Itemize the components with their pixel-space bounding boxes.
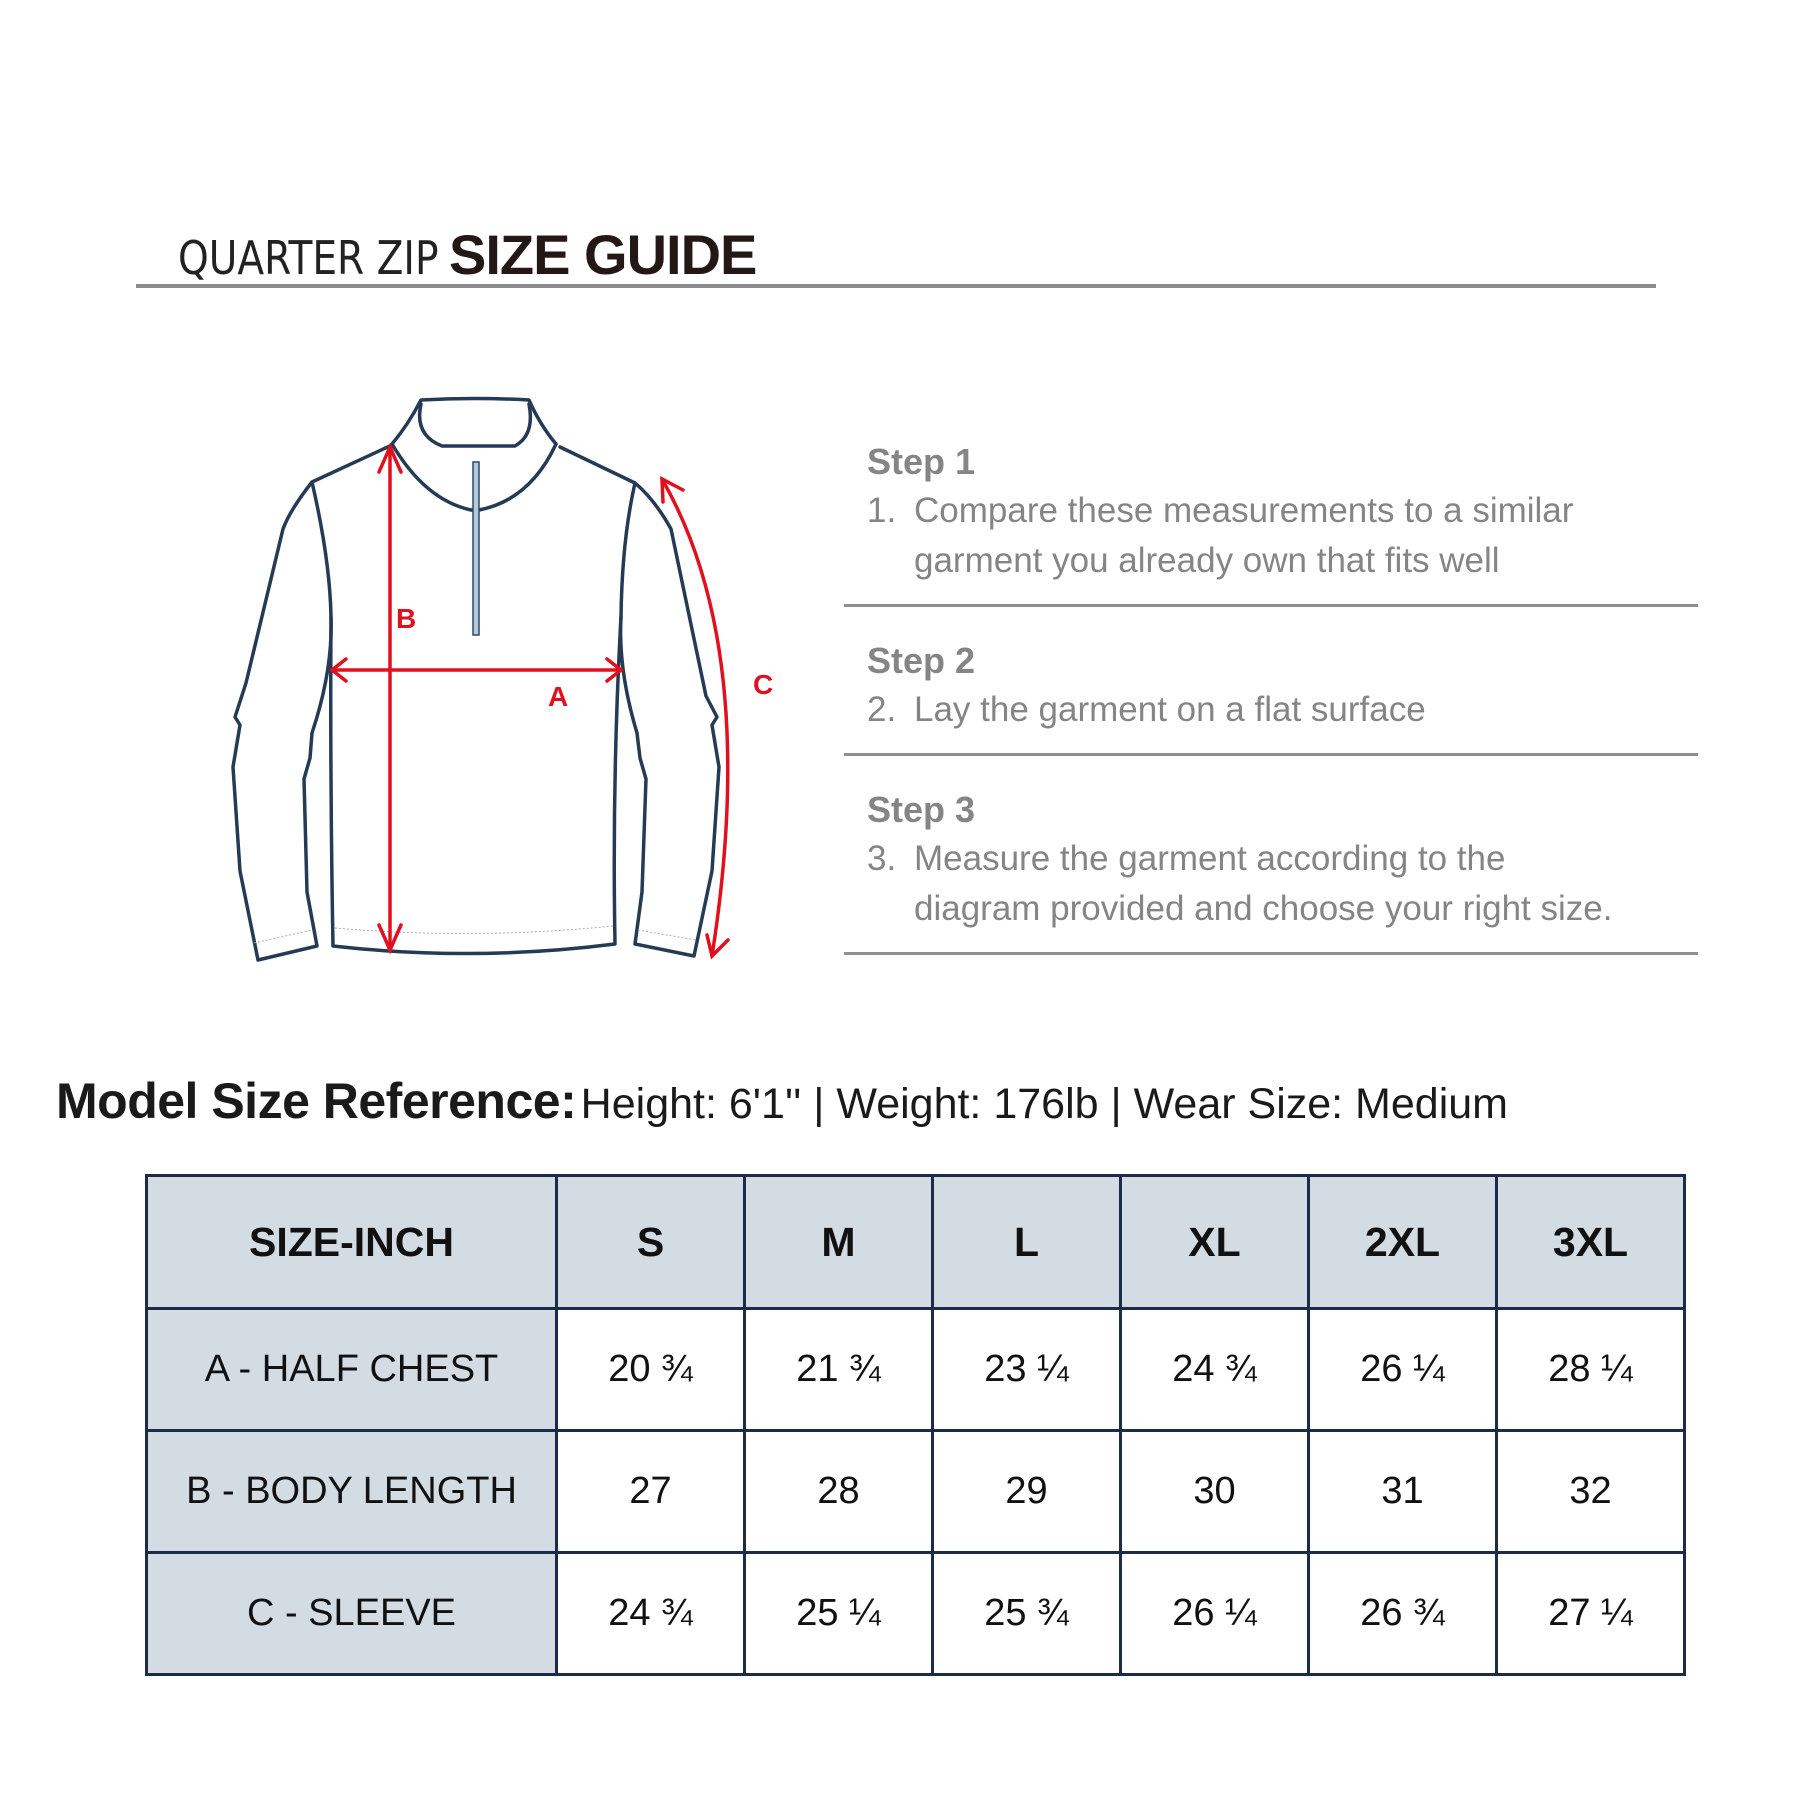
arrow-a-half-chest (329, 657, 624, 683)
step-number: 1. (867, 491, 897, 530)
row-label: A - HALF CHEST (145, 1307, 558, 1432)
table-cell: 20 ¾ (555, 1307, 746, 1432)
label-a: A (548, 681, 568, 712)
table-row: A - HALF CHEST 20 ¾ 21 ¾ 23 ¼ 24 ¾ 26 ¼ … (145, 1307, 1686, 1432)
header-cell: L (931, 1174, 1122, 1310)
header-cell: SIZE-INCH (145, 1174, 558, 1310)
table-cell: 30 (1119, 1429, 1310, 1554)
step-number: 3. (867, 839, 897, 878)
page-title: QUARTER ZIP SIZE GUIDE (178, 222, 757, 287)
label-c: C (753, 669, 773, 700)
table-cell: 25 ¼ (743, 1551, 934, 1676)
table-cell: 24 ¾ (1119, 1307, 1310, 1432)
table-cell: 27 (555, 1429, 746, 1554)
model-reference-label: Model Size Reference: (56, 1073, 577, 1129)
table-cell: 25 ¾ (931, 1551, 1122, 1676)
step-heading: Step 2 (867, 640, 976, 681)
step-heading: Step 1 (867, 441, 976, 482)
step-heading: Step 3 (867, 789, 976, 830)
table-cell: 27 ¼ (1495, 1551, 1686, 1676)
table-cell: 26 ¼ (1307, 1307, 1498, 1432)
table-row: C - SLEEVE 24 ¾ 25 ¼ 25 ¾ 26 ¼ 26 ¾ 27 ¼ (145, 1551, 1686, 1676)
table-cell: 32 (1495, 1429, 1686, 1554)
arrow-b-body-length (377, 442, 403, 955)
table-header-row: SIZE-INCH S M L XL 2XL 3XL (145, 1174, 1686, 1310)
row-label: B - BODY LENGTH (145, 1429, 558, 1554)
label-b: B (396, 603, 416, 634)
arrow-c-sleeve (660, 476, 730, 960)
table-cell: 24 ¾ (555, 1551, 746, 1676)
table-cell: 21 ¾ (743, 1307, 934, 1432)
model-reference-details: Height: 6'1'' | Weight: 176lb | Wear Siz… (580, 1080, 1508, 1128)
quarter-zip-diagram: B A C (231, 396, 773, 962)
zipper (472, 461, 480, 636)
table-cell: 31 (1307, 1429, 1498, 1554)
header-cell: 3XL (1495, 1174, 1686, 1310)
table-cell: 26 ¾ (1307, 1551, 1498, 1676)
table-cell: 28 ¼ (1495, 1307, 1686, 1432)
measuring-steps: Step 1 1. Compare these measurements to a… (844, 430, 1698, 955)
step-2: Step 2 2. Lay the garment on a flat surfa… (844, 607, 1698, 756)
size-table: SIZE-INCH S M L XL 2XL 3XL A - HALF CHES… (145, 1174, 1686, 1676)
step-3: Step 3 3. Measure the garment according t… (844, 756, 1698, 955)
header-cell: XL (1119, 1174, 1310, 1310)
measurement-arrows (329, 442, 730, 960)
title-size-guide: SIZE GUIDE (448, 223, 757, 286)
table-cell: 26 ¼ (1119, 1551, 1310, 1676)
header-cell: S (555, 1174, 746, 1310)
table-row: B - BODY LENGTH 27 28 29 30 31 32 (145, 1429, 1686, 1554)
header-cell: 2XL (1307, 1174, 1498, 1310)
step-text: Lay the garment on a flat surface (914, 690, 1426, 729)
jacket-outline (231, 396, 721, 962)
table-cell: 28 (743, 1429, 934, 1554)
hem-stitching (253, 925, 697, 944)
step-1: Step 1 1. Compare these measurements to a… (844, 430, 1698, 607)
step-text: Measure the garment according to the (914, 839, 1506, 878)
step-text: garment you already own that fits well (914, 541, 1500, 580)
title-divider (136, 284, 1656, 288)
row-label: C - SLEEVE (145, 1551, 558, 1676)
header-cell: M (743, 1174, 934, 1310)
title-product: QUARTER ZIP (178, 231, 439, 285)
step-text: diagram provided and choose your right s… (914, 889, 1613, 928)
step-text: Compare these measurements to a similar (914, 491, 1574, 530)
table-cell: 23 ¼ (931, 1307, 1122, 1432)
step-number: 2. (867, 690, 897, 729)
table-cell: 29 (931, 1429, 1122, 1554)
model-size-reference: Model Size Reference: Height: 6'1'' | We… (56, 1072, 1508, 1130)
